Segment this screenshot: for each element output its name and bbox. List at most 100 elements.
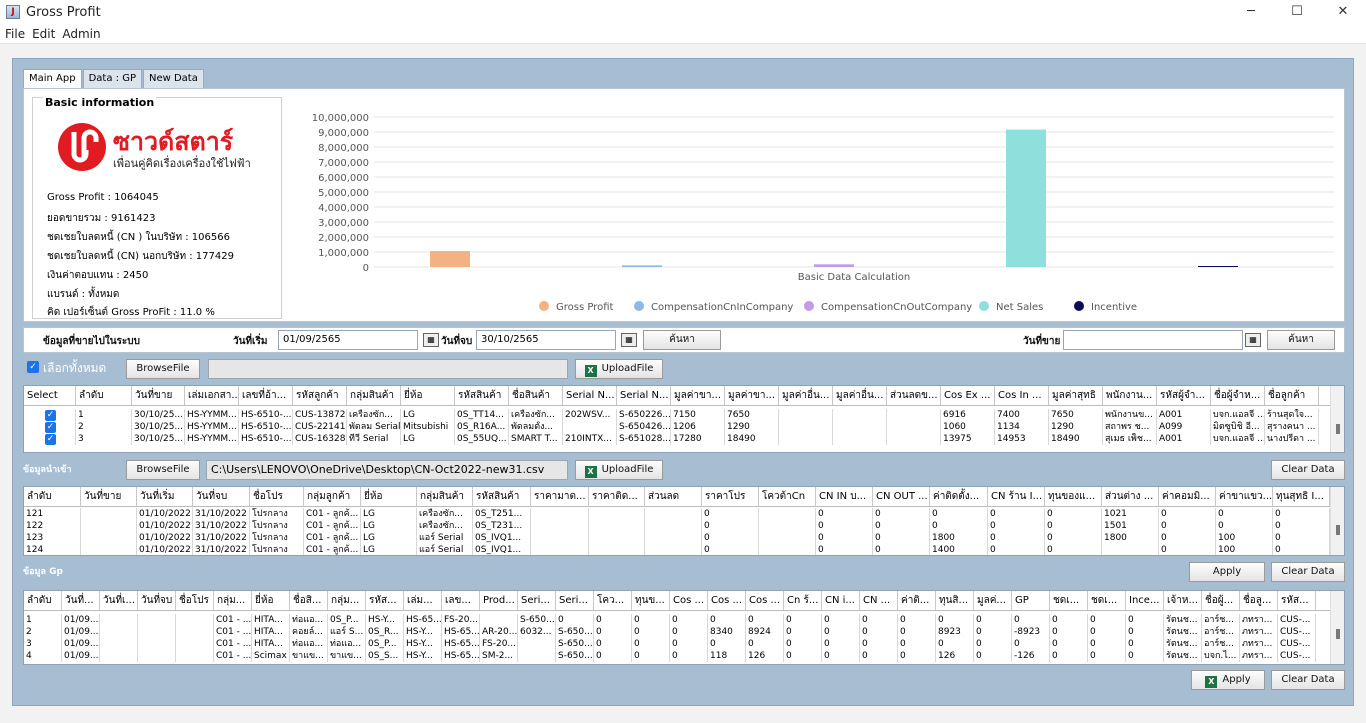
- column-header[interactable]: ชื่อผู้...: [1202, 591, 1240, 610]
- import-file-path-input[interactable]: C:\Users\LENOVO\OneDrive\Desktop\CN-Oct2…: [206, 460, 568, 480]
- menu-file[interactable]: File: [5, 26, 26, 41]
- table-row[interactable]: ✓ 2 30/10/25... HS-YYMM... HS-6510-... CUS-22…: [24, 421, 1344, 433]
- browse-file-button-2[interactable]: BrowseFile: [126, 460, 200, 480]
- column-header[interactable]: ชื่อสินค้า: [509, 386, 563, 405]
- vertical-scrollbar[interactable]: [1330, 487, 1344, 555]
- apply-button-2[interactable]: X Apply: [1191, 670, 1265, 690]
- column-header[interactable]: ชดเ...: [1088, 591, 1126, 610]
- column-header[interactable]: เล่ม...: [404, 591, 442, 610]
- column-header[interactable]: ชื่อโปร: [176, 591, 214, 610]
- end-date-input[interactable]: 30/10/2565: [476, 330, 616, 350]
- table-row[interactable]: 4 01/09... C01 - ... Scimax ขาแข... ขาแข... 0S…: [24, 650, 1344, 662]
- column-header[interactable]: รหัส...: [1278, 591, 1316, 610]
- column-header[interactable]: รหัส...: [366, 591, 404, 610]
- column-header[interactable]: ทุนสุทธิ I...: [1273, 487, 1330, 506]
- column-header[interactable]: กลุ่มสินค้า: [347, 386, 401, 405]
- column-header[interactable]: ชื่อผู้จำห...: [1211, 386, 1265, 405]
- vertical-scrollbar[interactable]: [1330, 591, 1344, 664]
- clear-data-button-3[interactable]: Clear Data: [1271, 670, 1345, 690]
- column-header[interactable]: ส่วนต่าง ...: [1102, 487, 1159, 506]
- table-row[interactable]: 1 01/09... C01 - ... HITA... ท่อแอ... 0S_P...…: [24, 614, 1344, 626]
- tab-main-app[interactable]: Main App: [23, 69, 82, 88]
- tab-data-gp[interactable]: Data : GP: [82, 69, 142, 88]
- column-header[interactable]: กลุ่มลูกค้า: [304, 487, 361, 506]
- column-header[interactable]: ชื่อลู...: [1240, 591, 1278, 610]
- column-header[interactable]: Serial N...: [617, 386, 671, 405]
- column-header[interactable]: ลำดับ: [24, 487, 81, 506]
- tab-new-data[interactable]: New Data: [142, 69, 204, 88]
- column-header[interactable]: Cos ...: [670, 591, 708, 610]
- upload-file-button-2[interactable]: X UploadFile: [575, 460, 663, 480]
- column-header[interactable]: มูลค่าขา...: [671, 386, 725, 405]
- column-header[interactable]: ชื่อโปร: [250, 487, 304, 506]
- column-header[interactable]: CN ...: [860, 591, 898, 610]
- column-header[interactable]: ราคามาต...: [531, 487, 589, 506]
- table-row[interactable]: 122 01/10/2022 31/10/2022 โปรกลาง C01 - ลูกค…: [24, 520, 1344, 532]
- column-header[interactable]: วันที่เริ่ม: [137, 487, 193, 506]
- table-row[interactable]: ✓ 3 30/10/25... HS-YYMM... HS-6510-... CUS-16…: [24, 433, 1344, 445]
- column-header[interactable]: Prod...: [480, 591, 518, 610]
- table-row[interactable]: 124 01/10/2022 31/10/2022 โปรกลาง C01 - ลูกค…: [24, 544, 1344, 555]
- column-header[interactable]: ค่าขาแขว...: [1216, 487, 1273, 506]
- column-header[interactable]: รหัสลูกค้า: [293, 386, 347, 405]
- column-header[interactable]: เลขที่อ้า...: [239, 386, 293, 405]
- search-button[interactable]: ค้นหา: [643, 330, 721, 350]
- column-header[interactable]: Serial N...: [563, 386, 617, 405]
- table-row[interactable]: ✓ 1 30/10/25... HS-YYMM... HS-6510-... CUS-13…: [24, 409, 1344, 421]
- column-header[interactable]: Cos ...: [746, 591, 784, 610]
- column-header[interactable]: ยี่ห้อ: [401, 386, 455, 405]
- calendar-icon[interactable]: ▦: [423, 333, 439, 347]
- column-header[interactable]: Select: [24, 386, 76, 405]
- column-header[interactable]: CN OUT ...: [873, 487, 930, 506]
- column-header[interactable]: วันที่จบ: [138, 591, 176, 610]
- column-header[interactable]: ยี่ห้อ: [361, 487, 417, 506]
- start-date-input[interactable]: 01/09/2565: [278, 330, 418, 350]
- column-header[interactable]: ค่าติ...: [898, 591, 936, 610]
- minimize-button[interactable]: ─: [1247, 4, 1255, 19]
- column-header[interactable]: กลุ่ม...: [214, 591, 252, 610]
- column-header[interactable]: GP: [1012, 591, 1050, 610]
- table-row[interactable]: 121 01/10/2022 31/10/2022 โปรกลาง C01 - ลูกค…: [24, 508, 1344, 520]
- row-checkbox[interactable]: ✓: [45, 434, 56, 445]
- column-header[interactable]: ลำดับ: [76, 386, 132, 405]
- column-header[interactable]: มูลค่าอื่น...: [833, 386, 887, 405]
- search-button-2[interactable]: ค้นหา: [1267, 330, 1335, 350]
- column-header[interactable]: ยี่ห้อ: [252, 591, 290, 610]
- calendar-icon[interactable]: ▦: [621, 333, 637, 347]
- column-header[interactable]: CN ร้าน I...: [988, 487, 1045, 506]
- column-header[interactable]: ทุนของแ...: [1045, 487, 1102, 506]
- select-all-checkbox[interactable]: ✓: [27, 361, 39, 373]
- column-header[interactable]: ค่าคอมมิ...: [1159, 487, 1216, 506]
- column-header[interactable]: CN IN บ...: [816, 487, 873, 506]
- column-header[interactable]: เจ้าห...: [1164, 591, 1202, 610]
- column-header[interactable]: โควต้าCn: [759, 487, 816, 506]
- column-header[interactable]: เลข...: [442, 591, 480, 610]
- column-header[interactable]: Cn ร้...: [784, 591, 822, 610]
- column-header[interactable]: โคว...: [594, 591, 632, 610]
- column-header[interactable]: กลุ่ม...: [328, 591, 366, 610]
- menu-admin[interactable]: Admin: [62, 26, 101, 41]
- column-header[interactable]: ส่วนลดข...: [887, 386, 941, 405]
- maximize-button[interactable]: ☐: [1291, 4, 1303, 19]
- column-header[interactable]: Seri...: [518, 591, 556, 610]
- column-header[interactable]: วันที่จบ: [193, 487, 250, 506]
- column-header[interactable]: มูลค่าอื่น...: [779, 386, 833, 405]
- table-row[interactable]: 3 01/09... C01 - ... HITA... ท่อแอ... ท่อแอ..…: [24, 638, 1344, 650]
- column-header[interactable]: ชื่อสิ...: [290, 591, 328, 610]
- column-header[interactable]: ลำดับ: [24, 591, 62, 610]
- column-header[interactable]: รหัสสินค้า: [455, 386, 509, 405]
- column-header[interactable]: เล่มเอกสา...: [185, 386, 239, 405]
- table-row[interactable]: 2 01/09... C01 - ... HITA... คอยล์... แอร์ S.…: [24, 626, 1344, 638]
- close-button[interactable]: ✕: [1337, 4, 1349, 19]
- column-header[interactable]: ราคาโปร: [702, 487, 759, 506]
- row-checkbox[interactable]: ✓: [45, 422, 56, 433]
- column-header[interactable]: รหัสผู้จำ...: [1157, 386, 1211, 405]
- row-checkbox[interactable]: ✓: [45, 410, 56, 421]
- column-header[interactable]: ค่าติดตั้ง...: [930, 487, 988, 506]
- column-header[interactable]: ชดเ...: [1050, 591, 1088, 610]
- file-path-input[interactable]: [208, 359, 568, 379]
- sale-date-input[interactable]: [1063, 330, 1243, 350]
- column-header[interactable]: Cos In ...: [995, 386, 1049, 405]
- column-header[interactable]: มูลค่าขา...: [725, 386, 779, 405]
- upload-file-button[interactable]: X UploadFile: [575, 359, 663, 379]
